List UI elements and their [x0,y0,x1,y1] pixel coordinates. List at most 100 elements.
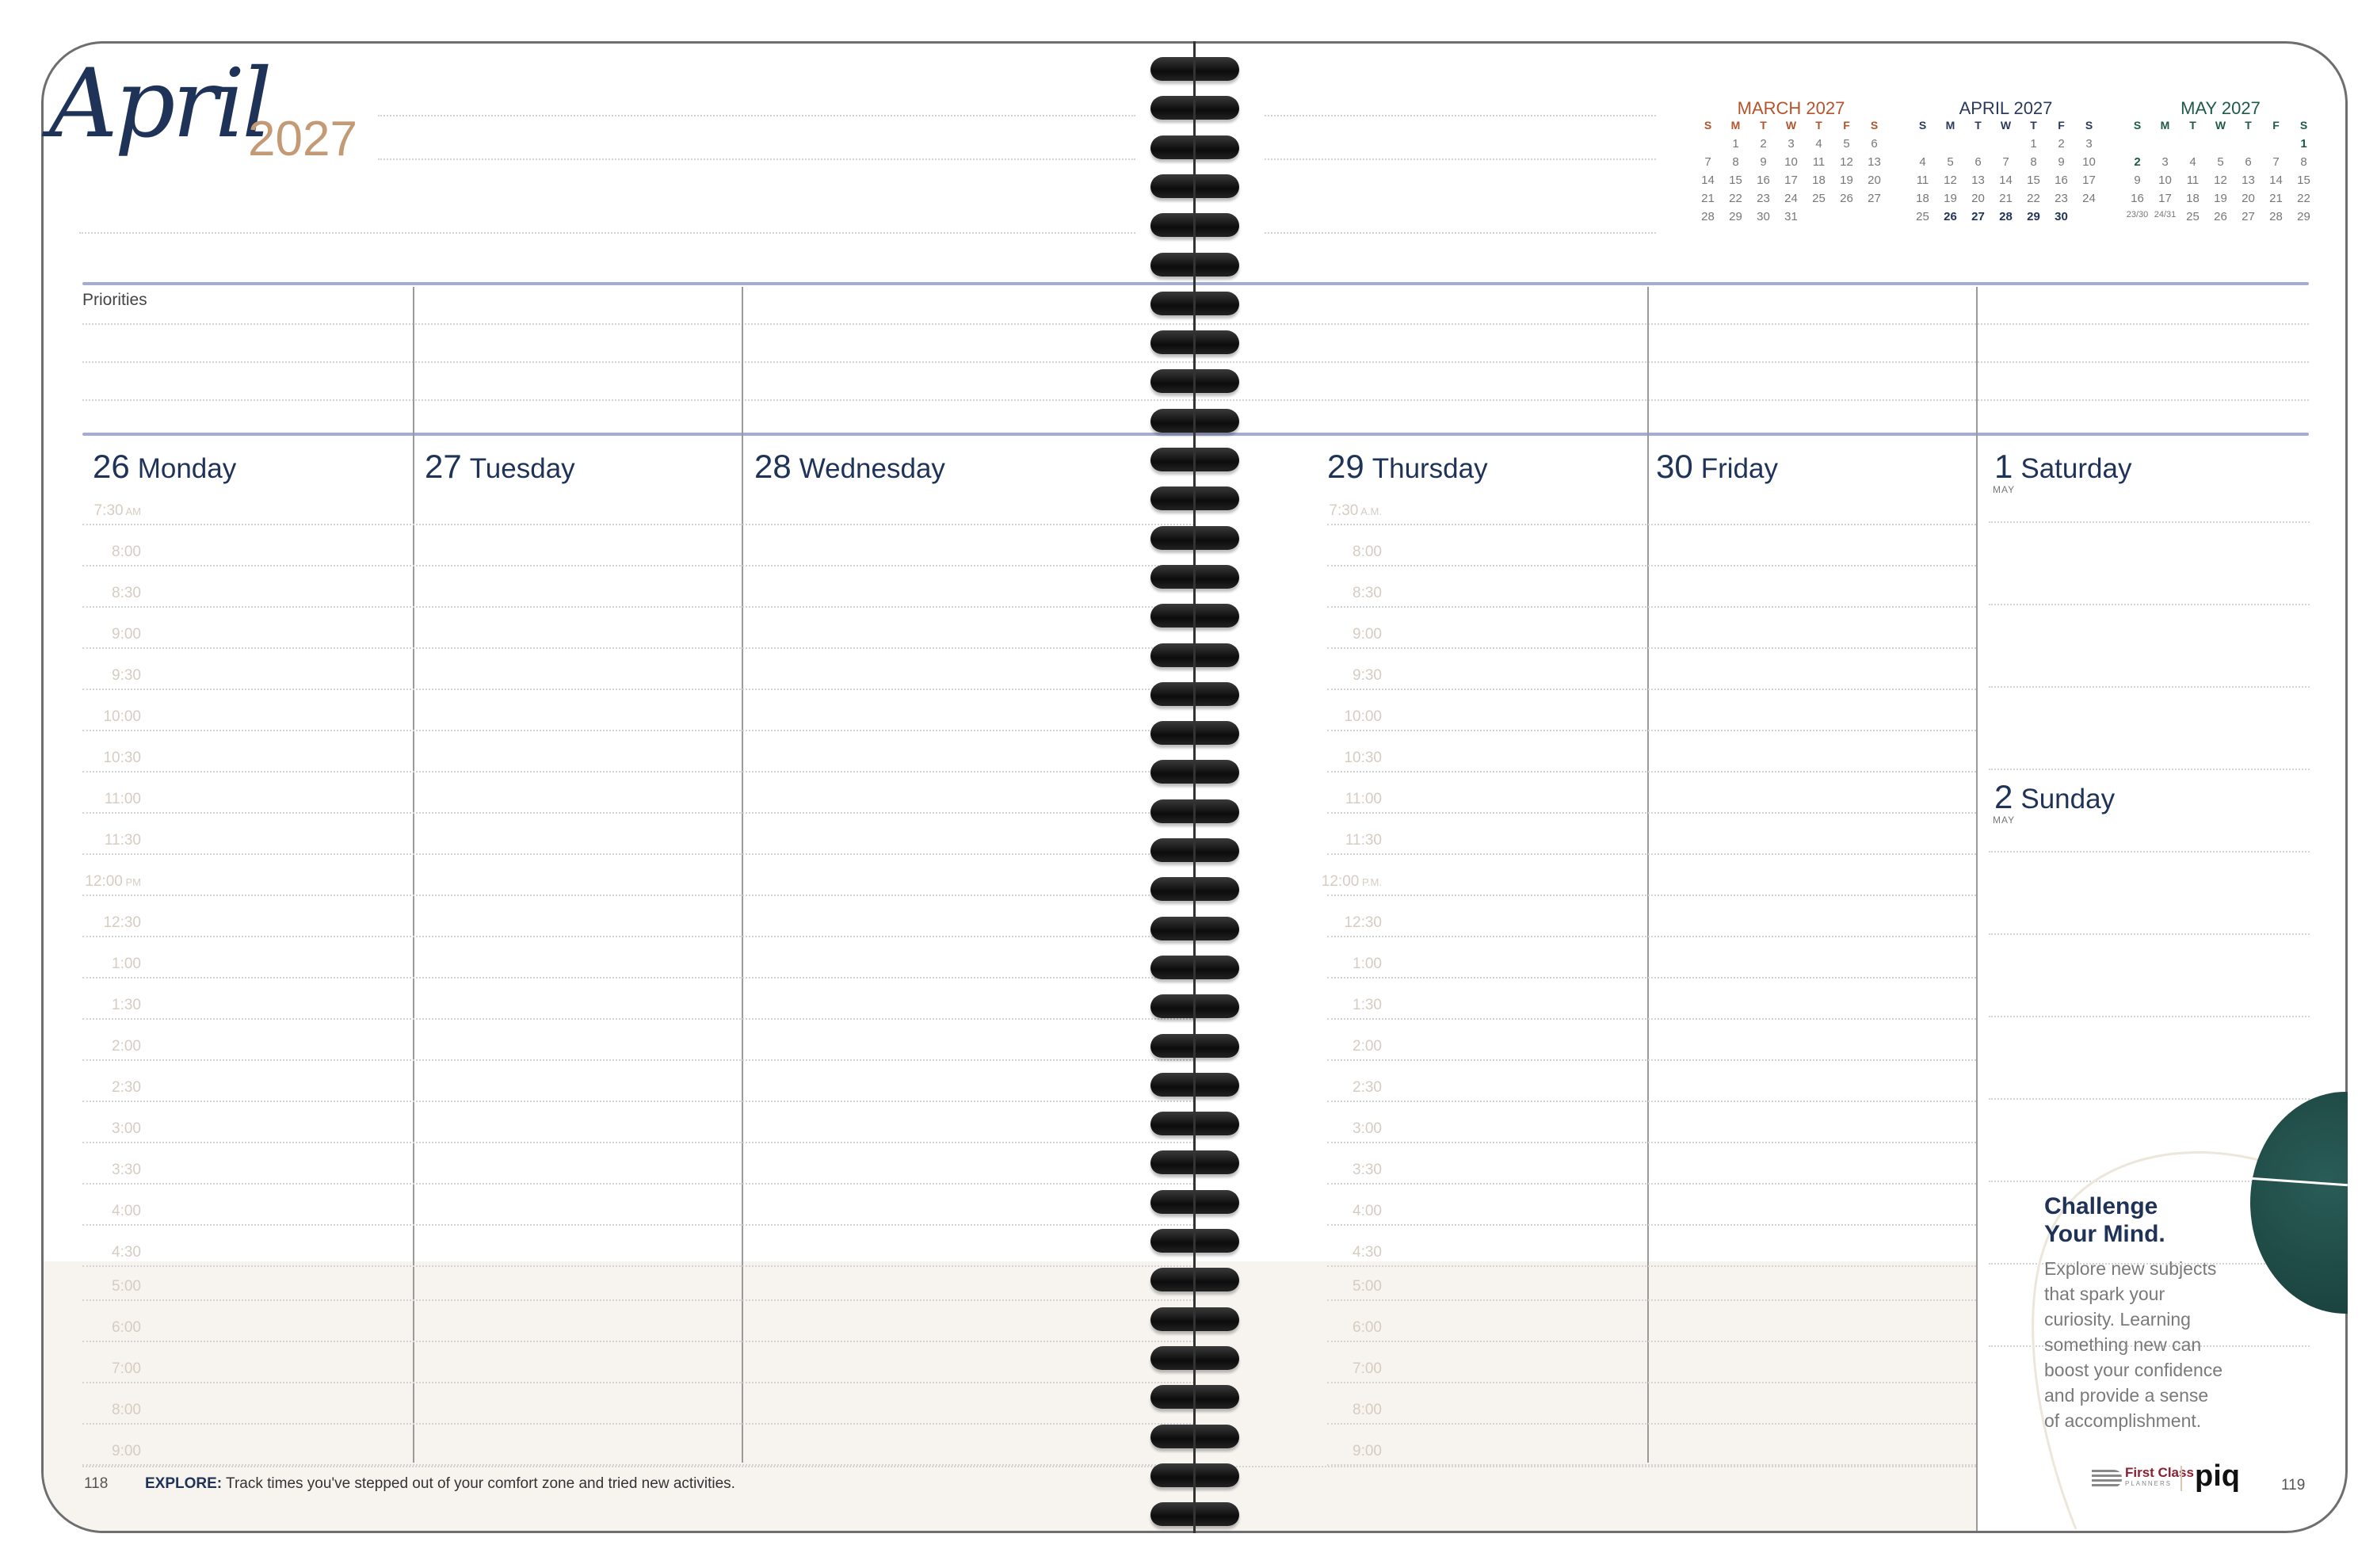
day-number: 1 [1994,448,2013,485]
calendar-day: 3 [2161,155,2169,169]
time-label: 3:00 [1271,1120,1382,1138]
calendar-day: 11 [2186,174,2200,187]
time-line [1327,1341,1976,1342]
time-value: 12:00 [85,873,123,890]
time-value: 8:00 [1353,544,1382,560]
tip-body-line: and provide a sense [2044,1385,2209,1406]
stripes-icon [2092,1470,2122,1487]
calendar-day: 12 [2214,174,2227,187]
weekday-label: S [2085,119,2093,132]
piq-logo: piq [2195,1459,2240,1493]
time-line [1327,689,1976,690]
left-page-number: 118 [84,1475,109,1492]
time-label: 5:00 [1271,1278,1382,1295]
time-line [1327,1265,1976,1267]
time-label: 12:00 P.M. [1271,873,1382,891]
logo-divider [2181,1466,2182,1491]
weekday-label: T [1815,119,1822,132]
weekend-line [1989,933,2310,935]
calendar-day: 8 [2300,155,2307,169]
time-value: 2:00 [112,1038,141,1055]
time-label: 7:00 [30,1360,141,1378]
calendar-day: 17 [2158,192,2172,205]
time-meridiem: PM [122,876,141,888]
time-value: 11:00 [104,791,141,807]
calendar-day: 7 [1704,155,1711,169]
day-header-saturday: 1 Saturday [1994,448,2131,486]
time-label: 2:30 [30,1079,141,1097]
calendar-day: 21 [1999,192,2013,205]
time-line [1327,647,1976,649]
time-label: 12:30 [1271,914,1382,932]
tip-body-line: something new can [2044,1334,2202,1355]
time-line [1327,977,1976,979]
calendar-day: 25 [1812,192,1826,205]
time-value: 9:00 [1353,1443,1382,1459]
weekday-label: T [1760,119,1767,132]
time-line [82,1299,1194,1301]
calendar-day: 13 [1868,155,1881,169]
calendar-day: 19 [1840,174,1853,187]
calendar-day: 14 [1701,174,1715,187]
calendar-day: 3 [1788,137,1795,151]
column-divider [413,287,414,1463]
weekend-line [1989,1181,2310,1182]
calendar-day [1936,137,1964,155]
time-value: 6:00 [1353,1319,1382,1336]
calendar-day [2075,210,2103,228]
time-label: 11:30 [1271,832,1382,849]
day-name: Saturday [2020,453,2132,484]
calendar-day: 4 [1815,137,1822,151]
weekday-label: S [1870,119,1879,132]
time-label: 12:00 PM [30,873,141,891]
calendar-day: 19 [1944,192,1957,205]
calendar-day: 1 [1732,137,1739,151]
weekday-label: T [1974,119,1982,132]
time-line [1327,1299,1976,1301]
column-divider [742,287,743,1463]
time-value: 2:30 [1353,1079,1382,1096]
time-label: 9:30 [30,667,141,685]
calendar-day: 2 [1760,137,1767,151]
time-line [1327,730,1976,731]
calendar-day: 21 [1701,192,1715,205]
time-value: 9:00 [112,1443,141,1459]
time-meridiem: A.M. [1358,505,1382,517]
time-value: 5:00 [112,1278,141,1295]
day-name: Monday [137,453,237,484]
calendar-day: 18 [2186,192,2200,205]
time-line [82,1423,1194,1425]
week-row: 23/30 24/31 25 26 27 28 29 [2123,210,2318,228]
mini-calendar-may: MAY 2027 S M T W T F S 1 2 3 4 5 6 7 8 9 10 11 12 13 14 15 16 17… [2123,98,2318,228]
priority-line [82,361,2309,363]
time-value: 12:00 [1321,873,1360,890]
month-title-script: April [49,49,273,159]
header-line [1265,232,1656,234]
time-label: 8:00 [30,544,141,561]
time-label: 3:30 [1271,1162,1382,1179]
time-line [82,1142,1194,1143]
weekday-label: S [1918,119,1927,132]
time-label: 4:30 [30,1244,141,1261]
time-line [1327,1382,1976,1383]
time-line [82,1464,1194,1466]
day-header-friday: 30 Friday [1656,448,1778,486]
evening-shade [44,1261,1976,1531]
calendar-day: 5 [2217,155,2224,169]
time-label: 1:00 [30,956,141,973]
weekday-label: W [2000,119,2012,132]
day-number: 2 [1994,778,2013,815]
calendar-day: 13 [1971,174,1985,187]
day-number: 30 [1656,448,1693,485]
calendar-day: 7 [2272,155,2280,169]
time-value: 10:30 [103,750,141,766]
time-label: 9:30 [1271,667,1382,685]
time-label: 1:00 [1271,956,1382,973]
time-label: 11:00 [30,791,141,808]
day-name: Wednesday [799,453,945,484]
calendar-day: 28 [1999,210,2013,223]
time-line [1327,1101,1976,1102]
day-number: 29 [1327,448,1364,485]
week-row: 28 29 30 31 [1694,210,1888,228]
